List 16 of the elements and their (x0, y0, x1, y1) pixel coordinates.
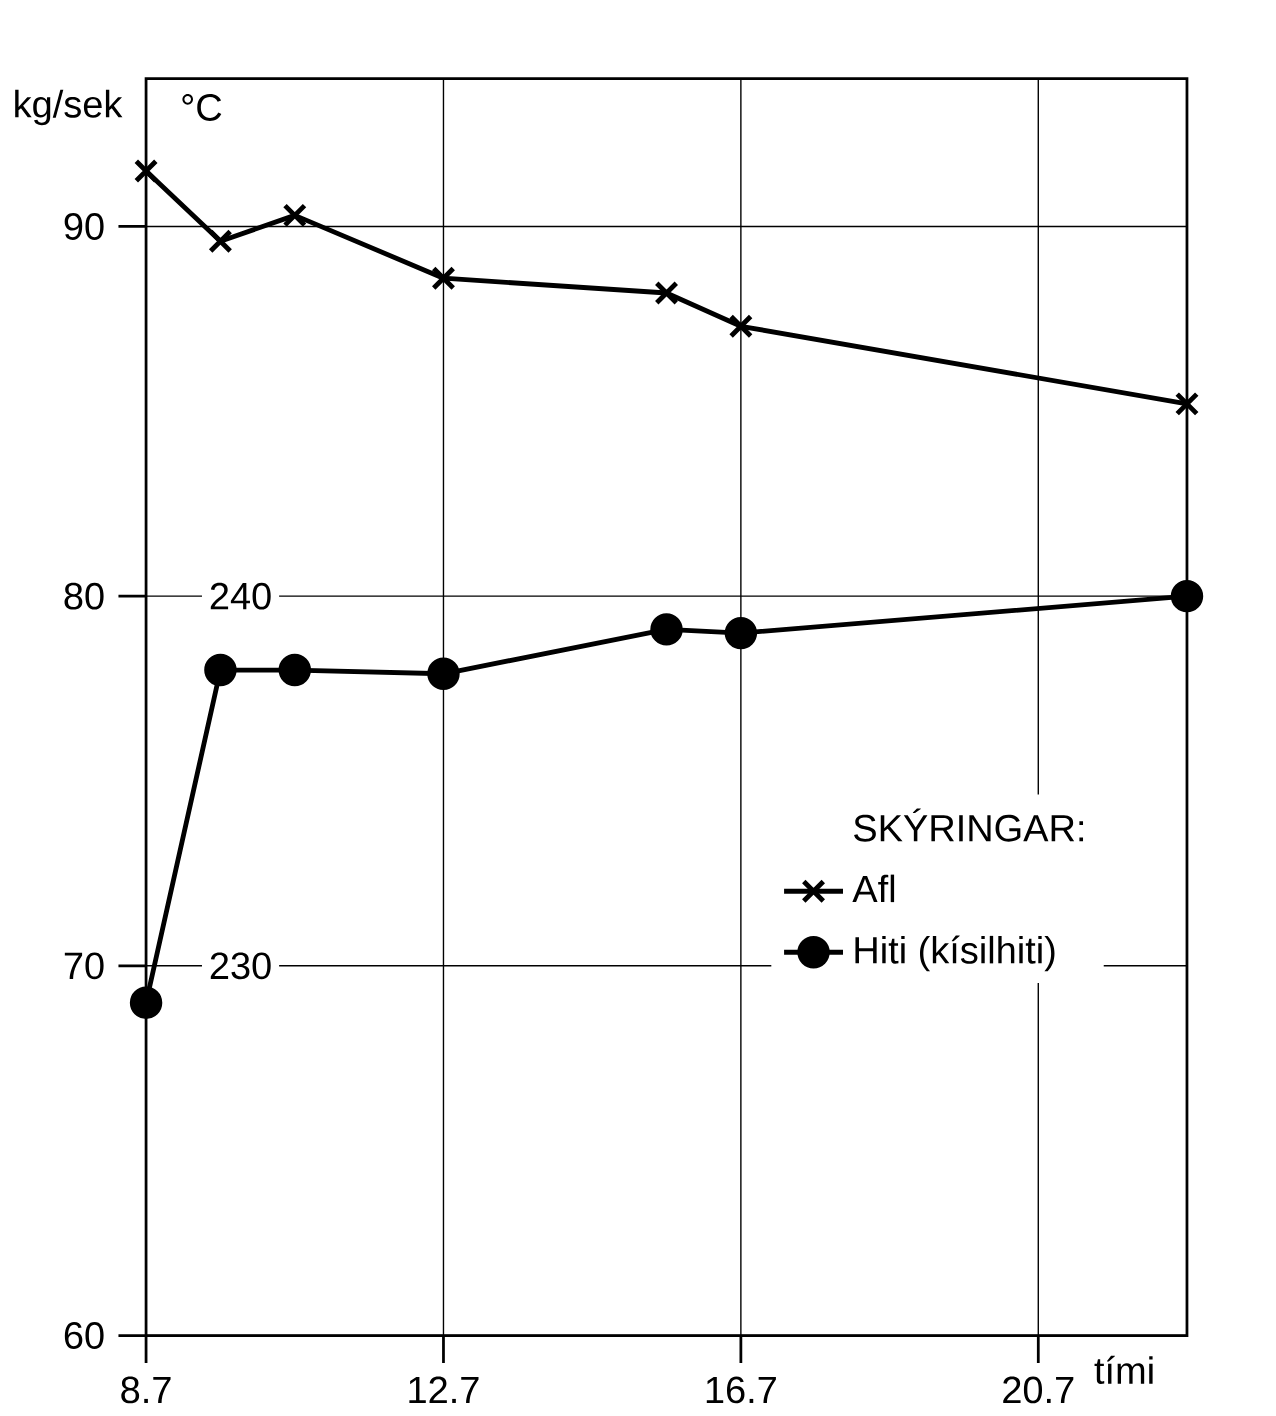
x-tick-label: 16.7 (706, 1376, 776, 1404)
y-tick-label: 70 (64, 952, 104, 980)
y2-tick-label: 240 (210, 582, 271, 610)
y-tick-label: 60 (64, 1322, 104, 1349)
x-tick-label: 12.7 (409, 1376, 479, 1403)
y-axis-title: kg/sek (15, 89, 123, 126)
x-axis-title: tími (1094, 1355, 1153, 1384)
y-tick-label: 90 (64, 213, 104, 240)
legend-title: SKÝRINGAR: (853, 808, 1083, 842)
x-tick-label: 8.7 (121, 1376, 171, 1404)
x-tick-label: 20.7 (1003, 1376, 1074, 1404)
legend-label: Hiti (kísilhiti) (855, 935, 1055, 972)
y2-axis-title: °C (182, 94, 222, 121)
legend-label: Afl (852, 874, 894, 903)
y2-tick-label: 230 (210, 952, 271, 980)
y-tick-label: 80 (64, 582, 104, 610)
